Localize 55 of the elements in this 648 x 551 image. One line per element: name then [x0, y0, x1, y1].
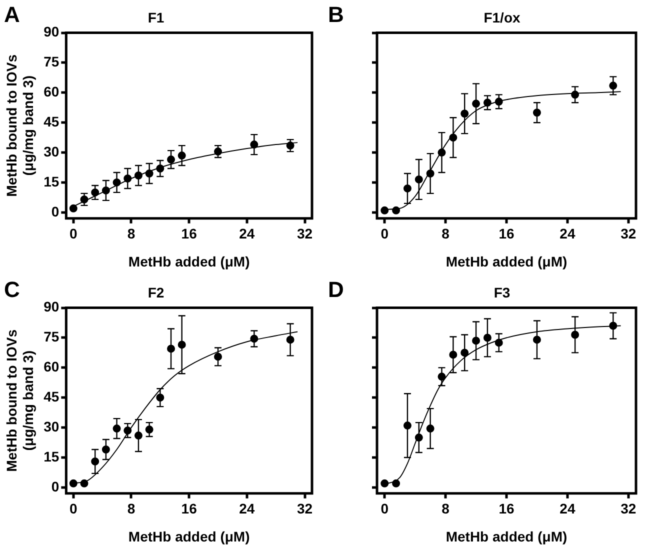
y-tick-label: 60: [44, 84, 60, 100]
y-axis-title: MetHb bound to IOVs (μg/mg band 3): [3, 54, 36, 197]
y-tick-label: 45: [44, 388, 60, 404]
x-tick-label: 24: [560, 226, 576, 242]
point: [69, 204, 78, 212]
point: [80, 479, 88, 488]
x-tick-label: 24: [560, 500, 576, 517]
point: [392, 206, 400, 214]
point: [380, 479, 389, 488]
y-tick-label: 75: [44, 328, 60, 345]
y-tick-label: 75: [44, 54, 60, 70]
y-axis-title: MetHb bound to IOVs (μg/mg band 3): [3, 329, 36, 472]
x-tick-label: 0: [380, 500, 389, 517]
text: A: [4, 2, 20, 28]
x-tick-label: 8: [442, 226, 450, 242]
y-tick-label: 90: [44, 298, 60, 315]
x-tick-label: 8: [127, 226, 136, 242]
x-axis-title: MetHb added (μM): [446, 253, 568, 270]
text: B: [328, 2, 344, 28]
chart-title: F1/ox: [484, 9, 520, 26]
y-tick-label: 0: [51, 478, 60, 494]
y-tick-label: 60: [44, 358, 60, 375]
y-tick-label: 0: [51, 203, 60, 220]
x-tick-label: 32: [620, 226, 636, 242]
x-tick-label: 8: [127, 500, 136, 517]
y-tick-label: 30: [44, 143, 60, 160]
text: D: [328, 277, 344, 303]
y-tick-label: 90: [44, 24, 60, 40]
x-tick-label: 16: [181, 226, 198, 242]
chart-title: F1: [148, 9, 164, 26]
y-tick-label: 30: [44, 418, 60, 434]
y-tick-label: 15: [44, 173, 60, 190]
x-tick-label: 24: [239, 500, 255, 517]
x-axis-title: MetHb added (μM): [128, 528, 250, 544]
x-tick-label: 16: [498, 500, 514, 517]
y-tick-label: 15: [44, 448, 60, 464]
x-tick-label: 0: [70, 226, 78, 242]
x-tick-label: 32: [620, 500, 636, 517]
x-tick-label: 16: [498, 226, 514, 242]
point: [380, 206, 389, 214]
x-axis-title: MetHb added (μM): [128, 253, 250, 270]
x-tick-label: 24: [239, 226, 255, 242]
y-tick-label: 45: [44, 113, 60, 130]
x-tick-label: 32: [296, 500, 313, 517]
x-tick-label: 0: [70, 500, 78, 517]
x-tick-label: 8: [442, 500, 450, 517]
x-tick-label: 16: [181, 500, 198, 517]
point: [69, 479, 78, 488]
text: C: [4, 277, 20, 303]
x-tick-label: 0: [380, 226, 389, 242]
x-axis-title: MetHb added (μM): [446, 528, 568, 544]
point: [392, 479, 400, 488]
chart-title: F3: [494, 284, 510, 300]
chart-title: F2: [148, 284, 164, 300]
x-tick-label: 32: [296, 226, 313, 242]
